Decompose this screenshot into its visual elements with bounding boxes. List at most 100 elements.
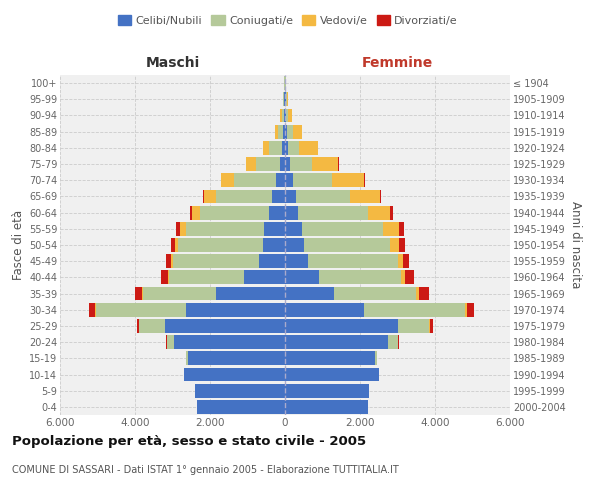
Bar	[285, 303, 364, 316]
Bar	[285, 368, 379, 382]
Bar	[467, 303, 475, 316]
Bar	[95, 303, 185, 316]
Bar	[134, 286, 142, 300]
Bar	[430, 319, 433, 333]
Bar	[286, 108, 289, 122]
Bar	[275, 125, 277, 138]
Bar	[299, 141, 318, 154]
Bar	[256, 157, 280, 171]
Bar	[185, 222, 265, 235]
Bar	[283, 125, 285, 138]
Bar	[383, 222, 400, 235]
Bar	[312, 157, 338, 171]
Bar	[398, 319, 430, 333]
Bar	[176, 222, 180, 235]
Bar	[334, 286, 416, 300]
Bar	[175, 336, 285, 349]
Bar	[302, 222, 383, 235]
Bar	[296, 190, 350, 203]
Bar	[192, 206, 199, 220]
Bar	[390, 206, 393, 220]
Bar	[285, 384, 370, 398]
Bar	[235, 174, 275, 187]
Y-axis label: Fasce di età: Fasce di età	[11, 210, 25, 280]
Bar	[186, 352, 187, 365]
Bar	[290, 157, 312, 171]
Bar	[277, 125, 283, 138]
Bar	[350, 190, 380, 203]
Bar	[166, 254, 170, 268]
Bar	[285, 286, 334, 300]
Bar	[285, 270, 319, 284]
Bar	[286, 92, 287, 106]
Bar	[287, 92, 289, 106]
Bar	[285, 206, 298, 220]
Bar	[285, 336, 388, 349]
Bar	[465, 303, 467, 316]
Bar	[388, 336, 398, 349]
Bar	[293, 125, 302, 138]
Bar	[168, 270, 169, 284]
Bar	[199, 206, 269, 220]
Bar	[375, 352, 377, 365]
Bar	[167, 336, 175, 349]
Bar	[215, 286, 285, 300]
Bar	[283, 92, 284, 106]
Bar	[308, 254, 398, 268]
Bar	[285, 222, 302, 235]
Bar	[288, 141, 299, 154]
Bar	[304, 238, 390, 252]
Text: Maschi: Maschi	[145, 56, 200, 70]
Bar	[197, 400, 285, 414]
Bar	[390, 238, 400, 252]
Bar	[180, 222, 185, 235]
Bar	[203, 190, 205, 203]
Bar	[400, 238, 405, 252]
Bar	[419, 286, 428, 300]
Bar	[285, 319, 398, 333]
Bar	[398, 254, 403, 268]
Bar	[269, 141, 282, 154]
Bar	[364, 174, 365, 187]
Bar	[195, 384, 285, 398]
Bar	[221, 174, 235, 187]
Bar	[285, 157, 290, 171]
Bar	[416, 286, 419, 300]
Bar	[364, 303, 465, 316]
Bar	[287, 125, 293, 138]
Bar	[161, 270, 168, 284]
Bar	[89, 303, 95, 316]
Bar	[165, 319, 285, 333]
Bar	[190, 206, 192, 220]
Bar	[319, 270, 401, 284]
Bar	[285, 108, 286, 122]
Bar	[185, 303, 285, 316]
Bar	[280, 108, 281, 122]
Bar	[285, 141, 288, 154]
Bar	[166, 336, 167, 349]
Bar	[285, 92, 286, 106]
Bar	[184, 368, 285, 382]
Bar	[285, 254, 308, 268]
Bar	[263, 238, 285, 252]
Text: Femmine: Femmine	[362, 56, 433, 70]
Bar	[187, 352, 285, 365]
Bar	[289, 108, 292, 122]
Legend: Celibi/Nubili, Coniugati/e, Vedovi/e, Divorziati/e: Celibi/Nubili, Coniugati/e, Vedovi/e, Di…	[113, 10, 463, 30]
Bar	[272, 190, 285, 203]
Bar	[215, 190, 272, 203]
Bar	[285, 352, 375, 365]
Bar	[285, 190, 296, 203]
Bar	[400, 222, 404, 235]
Bar	[175, 238, 178, 252]
Bar	[259, 254, 285, 268]
Bar	[178, 238, 263, 252]
Bar	[367, 206, 390, 220]
Bar	[284, 108, 285, 122]
Text: Popolazione per età, sesso e stato civile - 2005: Popolazione per età, sesso e stato civil…	[12, 435, 366, 448]
Bar	[298, 206, 367, 220]
Bar	[137, 319, 139, 333]
Bar	[265, 222, 285, 235]
Bar	[285, 125, 287, 138]
Text: COMUNE DI SASSARI - Dati ISTAT 1° gennaio 2005 - Elaborazione TUTTITALIA.IT: COMUNE DI SASSARI - Dati ISTAT 1° gennai…	[12, 465, 399, 475]
